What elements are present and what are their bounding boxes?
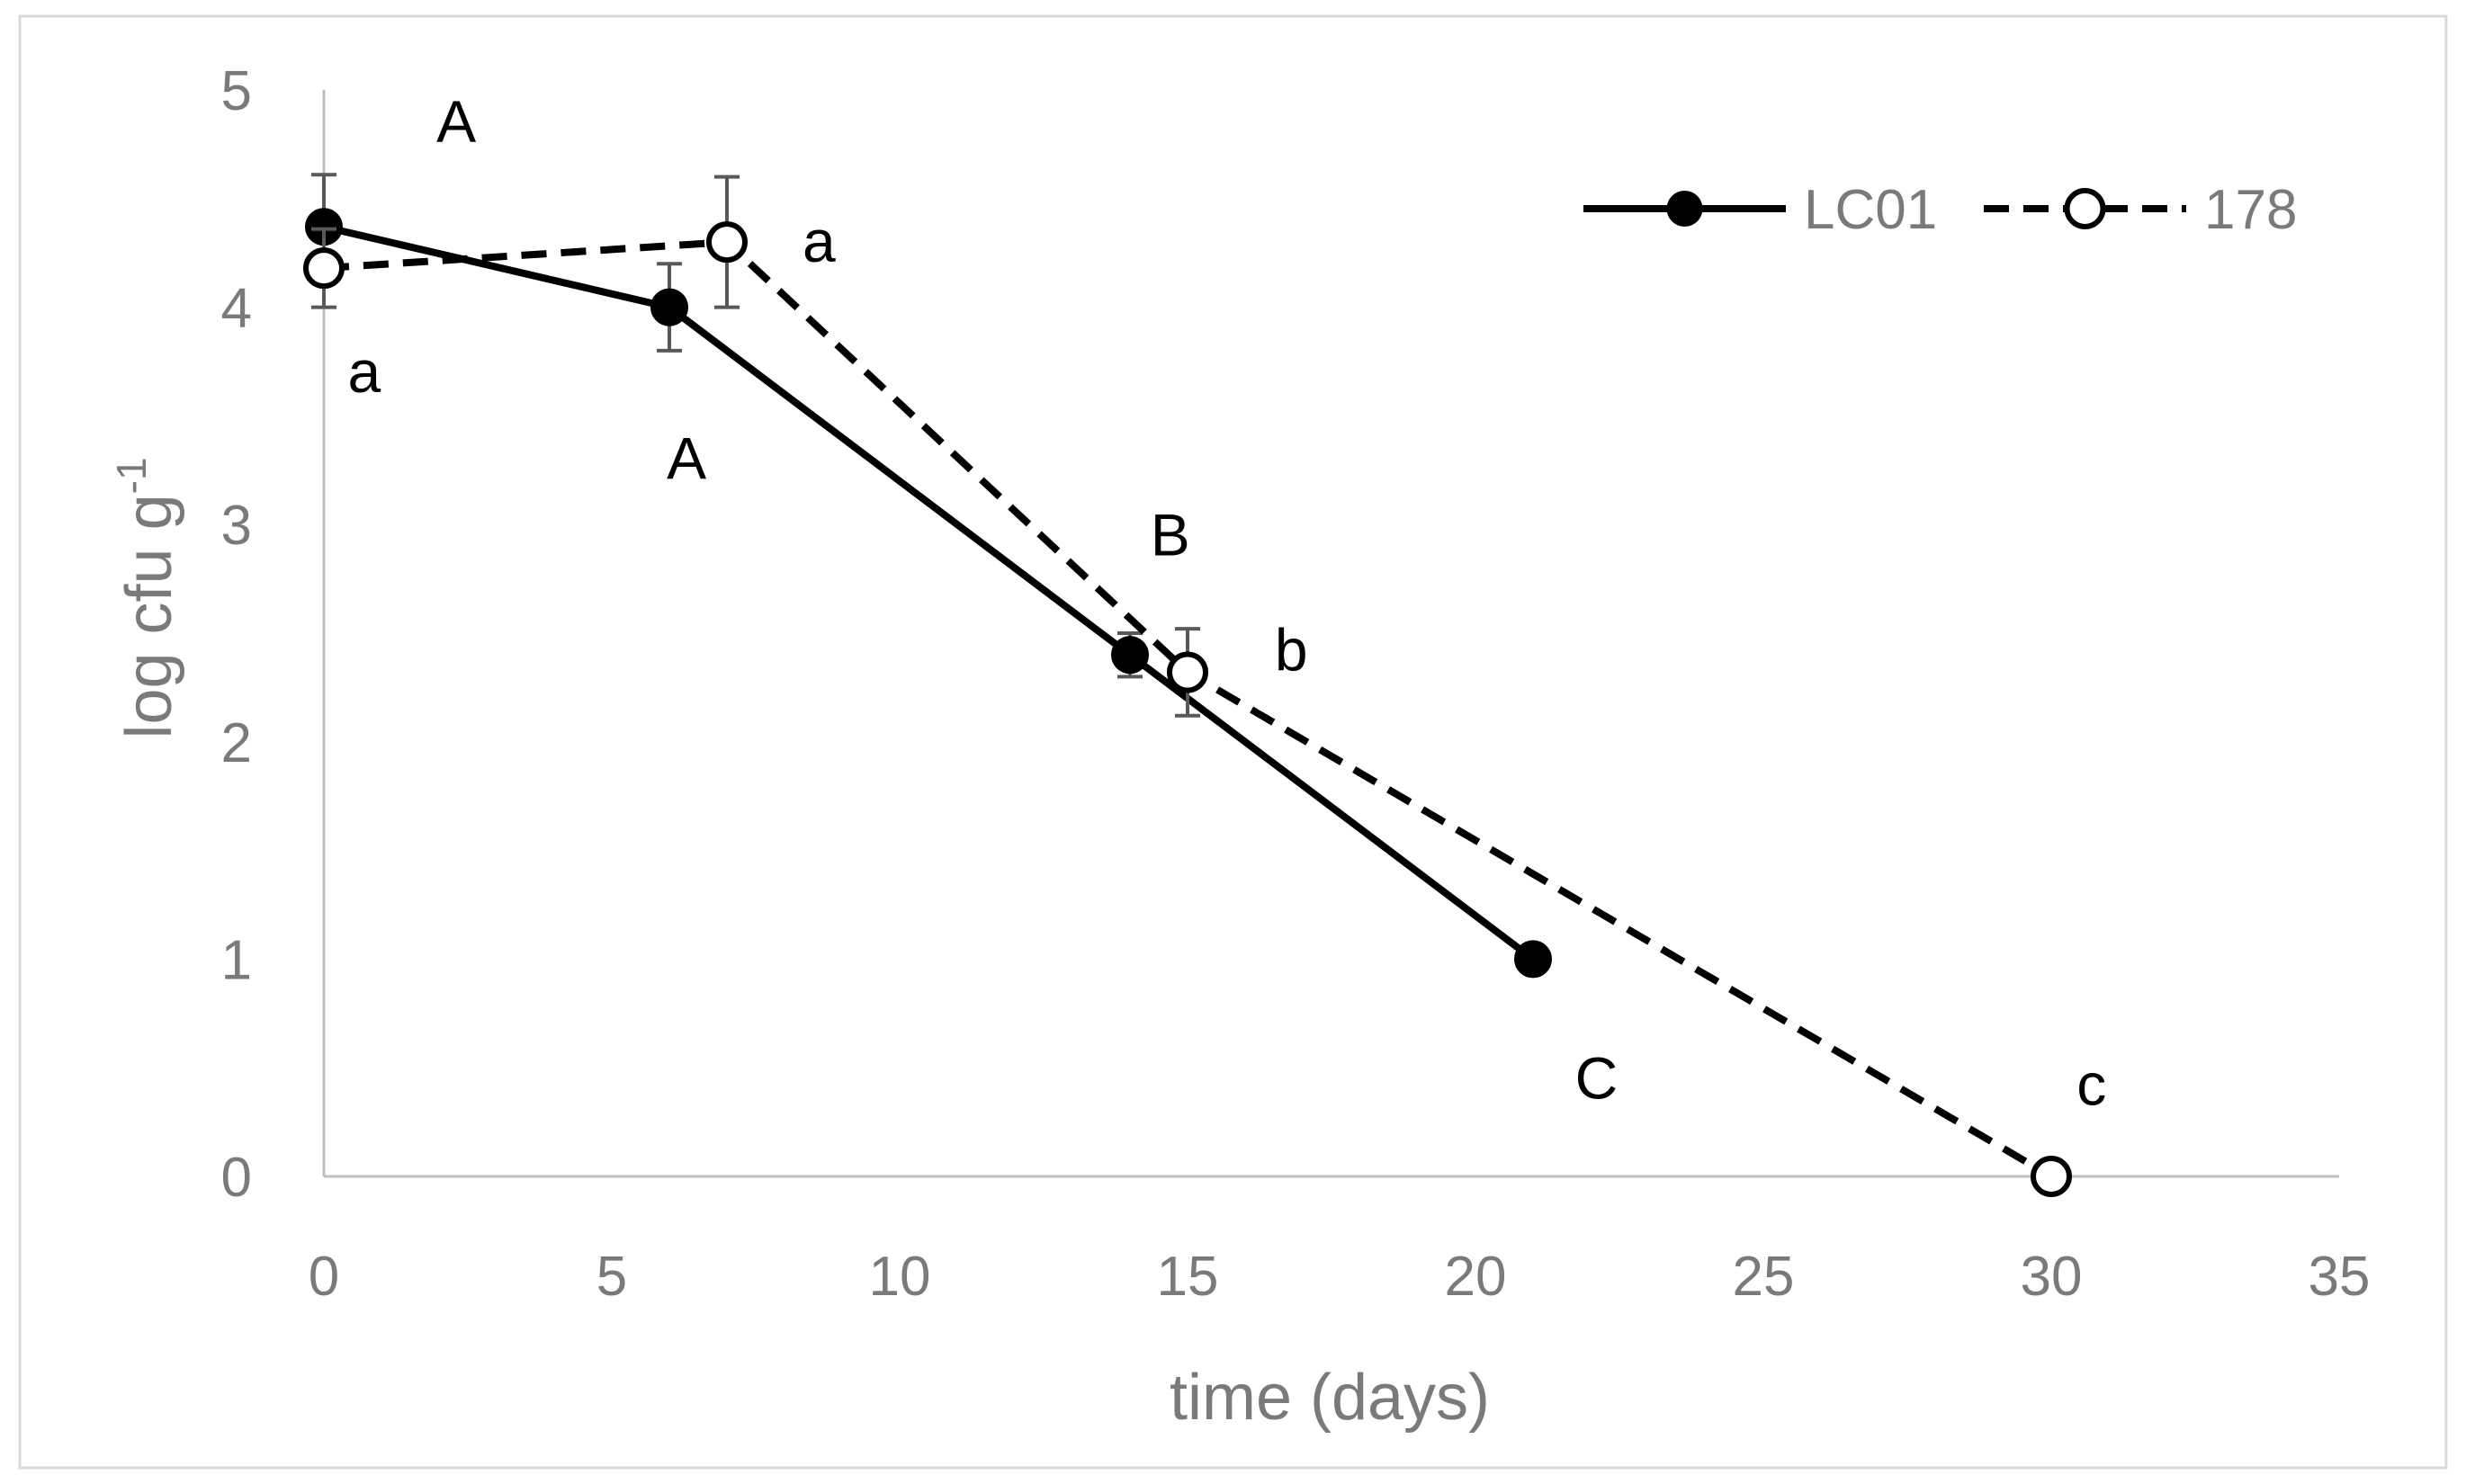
y-axis-title-superscript: -1: [108, 457, 155, 494]
significance-label: C: [1575, 1044, 1619, 1111]
y-tick-label: 5: [221, 60, 252, 122]
x-tick-label: 0: [309, 1246, 339, 1308]
data-point: [706, 221, 748, 264]
x-axis-title: time (days): [1170, 1362, 1490, 1434]
x-tick-label: 25: [1733, 1246, 1795, 1308]
data-point: [650, 288, 688, 326]
significance-label: B: [1151, 501, 1190, 568]
x-tick-label: 30: [2021, 1246, 2083, 1308]
legend-item: 178: [1984, 179, 2297, 241]
x-tick-label: 20: [1445, 1246, 1507, 1308]
significance-label: A: [667, 425, 706, 492]
series-line: [323, 238, 2054, 1180]
y-tick-label: 4: [221, 278, 252, 340]
data-point: [1514, 940, 1552, 979]
data-point: [1111, 636, 1149, 675]
y-tick-label: 3: [221, 495, 252, 557]
x-tick-label: 15: [1157, 1246, 1219, 1308]
legend-swatch-marker: [2064, 188, 2106, 229]
legend-label: LC01: [1804, 179, 1937, 241]
data-point: [303, 247, 345, 290]
series-line: [323, 223, 1536, 962]
data-point: [1167, 651, 1208, 693]
y-tick-label: 2: [221, 712, 252, 774]
significance-label: A: [436, 88, 476, 155]
series-LC01: [305, 173, 1552, 979]
legend-label: 178: [2204, 179, 2297, 241]
legend-swatch-marker: [1666, 191, 1703, 227]
y-tick-label: 1: [221, 929, 252, 991]
x-tick-label: 35: [2309, 1246, 2371, 1308]
significance-label: a: [347, 338, 381, 405]
significance-label: a: [803, 208, 836, 274]
y-tick-label: 0: [221, 1147, 252, 1209]
y-axis-title: log cfu g-1: [108, 457, 185, 738]
data-point: [2031, 1156, 2072, 1197]
significance-label: c: [2076, 1051, 2106, 1118]
x-tick-label: 5: [596, 1246, 627, 1308]
x-tick-label: 10: [869, 1246, 931, 1308]
significance-label: b: [1275, 616, 1308, 683]
series-178: [303, 174, 2072, 1197]
legend-item: LC01: [1583, 179, 1937, 241]
y-axis-title-main: log cfu g: [113, 494, 185, 738]
